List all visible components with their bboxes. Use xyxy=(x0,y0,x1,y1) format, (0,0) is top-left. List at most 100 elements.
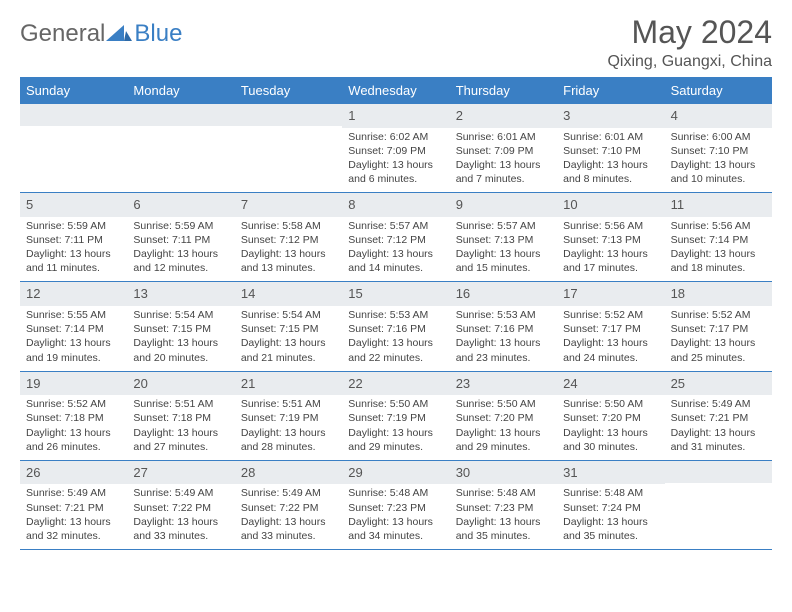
calendar-week-row: 1Sunrise: 6:02 AMSunset: 7:09 PMDaylight… xyxy=(20,104,772,193)
weekday-header: Sunday xyxy=(20,77,127,104)
day-number: 25 xyxy=(665,372,772,396)
cell-line: Daylight: 13 hours xyxy=(348,247,443,261)
cell-body: Sunrise: 5:54 AMSunset: 7:15 PMDaylight:… xyxy=(235,306,342,371)
calendar-cell: 21Sunrise: 5:51 AMSunset: 7:19 PMDayligh… xyxy=(235,372,342,460)
title-block: May 2024 Qixing, Guangxi, China xyxy=(607,14,772,71)
cell-line: Sunrise: 5:49 AM xyxy=(26,486,121,500)
calendar-cell: 17Sunrise: 5:52 AMSunset: 7:17 PMDayligh… xyxy=(557,282,664,370)
calendar-week-row: 5Sunrise: 5:59 AMSunset: 7:11 PMDaylight… xyxy=(20,193,772,282)
calendar-cell: 25Sunrise: 5:49 AMSunset: 7:21 PMDayligh… xyxy=(665,372,772,460)
cell-line: Sunset: 7:17 PM xyxy=(563,322,658,336)
cell-line: Daylight: 13 hours xyxy=(26,336,121,350)
cell-body: Sunrise: 5:56 AMSunset: 7:14 PMDaylight:… xyxy=(665,217,772,282)
cell-line: Daylight: 13 hours xyxy=(133,336,228,350)
cell-line: Daylight: 13 hours xyxy=(671,426,766,440)
cell-line: and 33 minutes. xyxy=(133,529,228,543)
cell-line: Sunset: 7:15 PM xyxy=(133,322,228,336)
cell-line: Daylight: 13 hours xyxy=(671,158,766,172)
calendar-week-row: 19Sunrise: 5:52 AMSunset: 7:18 PMDayligh… xyxy=(20,372,772,461)
calendar-cell: 10Sunrise: 5:56 AMSunset: 7:13 PMDayligh… xyxy=(557,193,664,281)
logo-text-2: Blue xyxy=(134,20,182,48)
location: Qixing, Guangxi, China xyxy=(607,53,772,71)
cell-body: Sunrise: 5:49 AMSunset: 7:21 PMDaylight:… xyxy=(20,484,127,549)
cell-line: Daylight: 13 hours xyxy=(241,247,336,261)
cell-line: Sunset: 7:11 PM xyxy=(26,233,121,247)
day-number: 30 xyxy=(450,461,557,485)
cell-line: Sunrise: 6:01 AM xyxy=(563,130,658,144)
cell-line: Sunrise: 5:56 AM xyxy=(563,219,658,233)
cell-line: Sunset: 7:14 PM xyxy=(671,233,766,247)
cell-line: Sunrise: 5:52 AM xyxy=(671,308,766,322)
cell-body: Sunrise: 6:01 AMSunset: 7:10 PMDaylight:… xyxy=(557,128,664,193)
calendar-cell: 31Sunrise: 5:48 AMSunset: 7:24 PMDayligh… xyxy=(557,461,664,549)
cell-body: Sunrise: 5:52 AMSunset: 7:17 PMDaylight:… xyxy=(557,306,664,371)
cell-body: Sunrise: 5:54 AMSunset: 7:15 PMDaylight:… xyxy=(127,306,234,371)
cell-body: Sunrise: 5:48 AMSunset: 7:23 PMDaylight:… xyxy=(342,484,449,549)
calendar-cell: 16Sunrise: 5:53 AMSunset: 7:16 PMDayligh… xyxy=(450,282,557,370)
cell-line: Sunset: 7:09 PM xyxy=(348,144,443,158)
cell-line: Sunrise: 5:51 AM xyxy=(133,397,228,411)
cell-body xyxy=(20,126,127,174)
cell-line: and 27 minutes. xyxy=(133,440,228,454)
cell-body: Sunrise: 5:53 AMSunset: 7:16 PMDaylight:… xyxy=(450,306,557,371)
cell-line: and 34 minutes. xyxy=(348,529,443,543)
cell-line: Daylight: 13 hours xyxy=(26,247,121,261)
cell-body: Sunrise: 6:01 AMSunset: 7:09 PMDaylight:… xyxy=(450,128,557,193)
day-number: 28 xyxy=(235,461,342,485)
cell-line: and 23 minutes. xyxy=(456,351,551,365)
cell-line: Sunset: 7:14 PM xyxy=(26,322,121,336)
calendar-cell: 8Sunrise: 5:57 AMSunset: 7:12 PMDaylight… xyxy=(342,193,449,281)
day-number: 15 xyxy=(342,282,449,306)
day-number: 14 xyxy=(235,282,342,306)
cell-line: Sunrise: 5:48 AM xyxy=(456,486,551,500)
cell-line: Sunrise: 5:54 AM xyxy=(133,308,228,322)
calendar-cell: 11Sunrise: 5:56 AMSunset: 7:14 PMDayligh… xyxy=(665,193,772,281)
calendar-cell: 3Sunrise: 6:01 AMSunset: 7:10 PMDaylight… xyxy=(557,104,664,192)
cell-line: Sunset: 7:17 PM xyxy=(671,322,766,336)
cell-line: and 13 minutes. xyxy=(241,261,336,275)
cell-line: Sunrise: 5:49 AM xyxy=(671,397,766,411)
cell-line: Sunset: 7:24 PM xyxy=(563,501,658,515)
day-number: 26 xyxy=(20,461,127,485)
cell-line: Sunrise: 5:53 AM xyxy=(348,308,443,322)
cell-line: Sunrise: 5:56 AM xyxy=(671,219,766,233)
calendar-cell: 28Sunrise: 5:49 AMSunset: 7:22 PMDayligh… xyxy=(235,461,342,549)
cell-line: Sunrise: 5:50 AM xyxy=(348,397,443,411)
cell-line: Sunset: 7:13 PM xyxy=(456,233,551,247)
day-number: 27 xyxy=(127,461,234,485)
cell-line: Sunset: 7:23 PM xyxy=(456,501,551,515)
day-number: 19 xyxy=(20,372,127,396)
calendar-cell: 29Sunrise: 5:48 AMSunset: 7:23 PMDayligh… xyxy=(342,461,449,549)
cell-line: and 24 minutes. xyxy=(563,351,658,365)
header: General Blue May 2024 Qixing, Guangxi, C… xyxy=(20,14,772,71)
cell-body: Sunrise: 5:50 AMSunset: 7:20 PMDaylight:… xyxy=(450,395,557,460)
cell-line: Daylight: 13 hours xyxy=(563,336,658,350)
cell-line: Daylight: 13 hours xyxy=(456,247,551,261)
cell-line: Sunrise: 5:49 AM xyxy=(133,486,228,500)
cell-line: Sunset: 7:18 PM xyxy=(26,411,121,425)
cell-line: Sunset: 7:19 PM xyxy=(348,411,443,425)
cell-body: Sunrise: 5:57 AMSunset: 7:12 PMDaylight:… xyxy=(342,217,449,282)
cell-line: Daylight: 13 hours xyxy=(563,158,658,172)
cell-line: Sunrise: 5:57 AM xyxy=(348,219,443,233)
cell-line: Sunset: 7:16 PM xyxy=(456,322,551,336)
cell-line: Sunrise: 5:54 AM xyxy=(241,308,336,322)
cell-line: Sunrise: 5:50 AM xyxy=(456,397,551,411)
cell-line: Daylight: 13 hours xyxy=(563,515,658,529)
cell-line: and 7 minutes. xyxy=(456,172,551,186)
cell-line: Sunset: 7:10 PM xyxy=(671,144,766,158)
cell-line: and 22 minutes. xyxy=(348,351,443,365)
cell-line: Sunrise: 5:53 AM xyxy=(456,308,551,322)
cell-body xyxy=(665,483,772,531)
cell-body: Sunrise: 5:52 AMSunset: 7:18 PMDaylight:… xyxy=(20,395,127,460)
calendar-cell xyxy=(127,104,234,192)
cell-line: and 29 minutes. xyxy=(456,440,551,454)
day-number: 9 xyxy=(450,193,557,217)
cell-line: Daylight: 13 hours xyxy=(348,336,443,350)
day-number xyxy=(235,104,342,126)
day-number: 22 xyxy=(342,372,449,396)
cell-line: Sunrise: 5:48 AM xyxy=(563,486,658,500)
cell-body: Sunrise: 5:51 AMSunset: 7:19 PMDaylight:… xyxy=(235,395,342,460)
weekday-header: Saturday xyxy=(665,77,772,104)
cell-body: Sunrise: 5:48 AMSunset: 7:24 PMDaylight:… xyxy=(557,484,664,549)
